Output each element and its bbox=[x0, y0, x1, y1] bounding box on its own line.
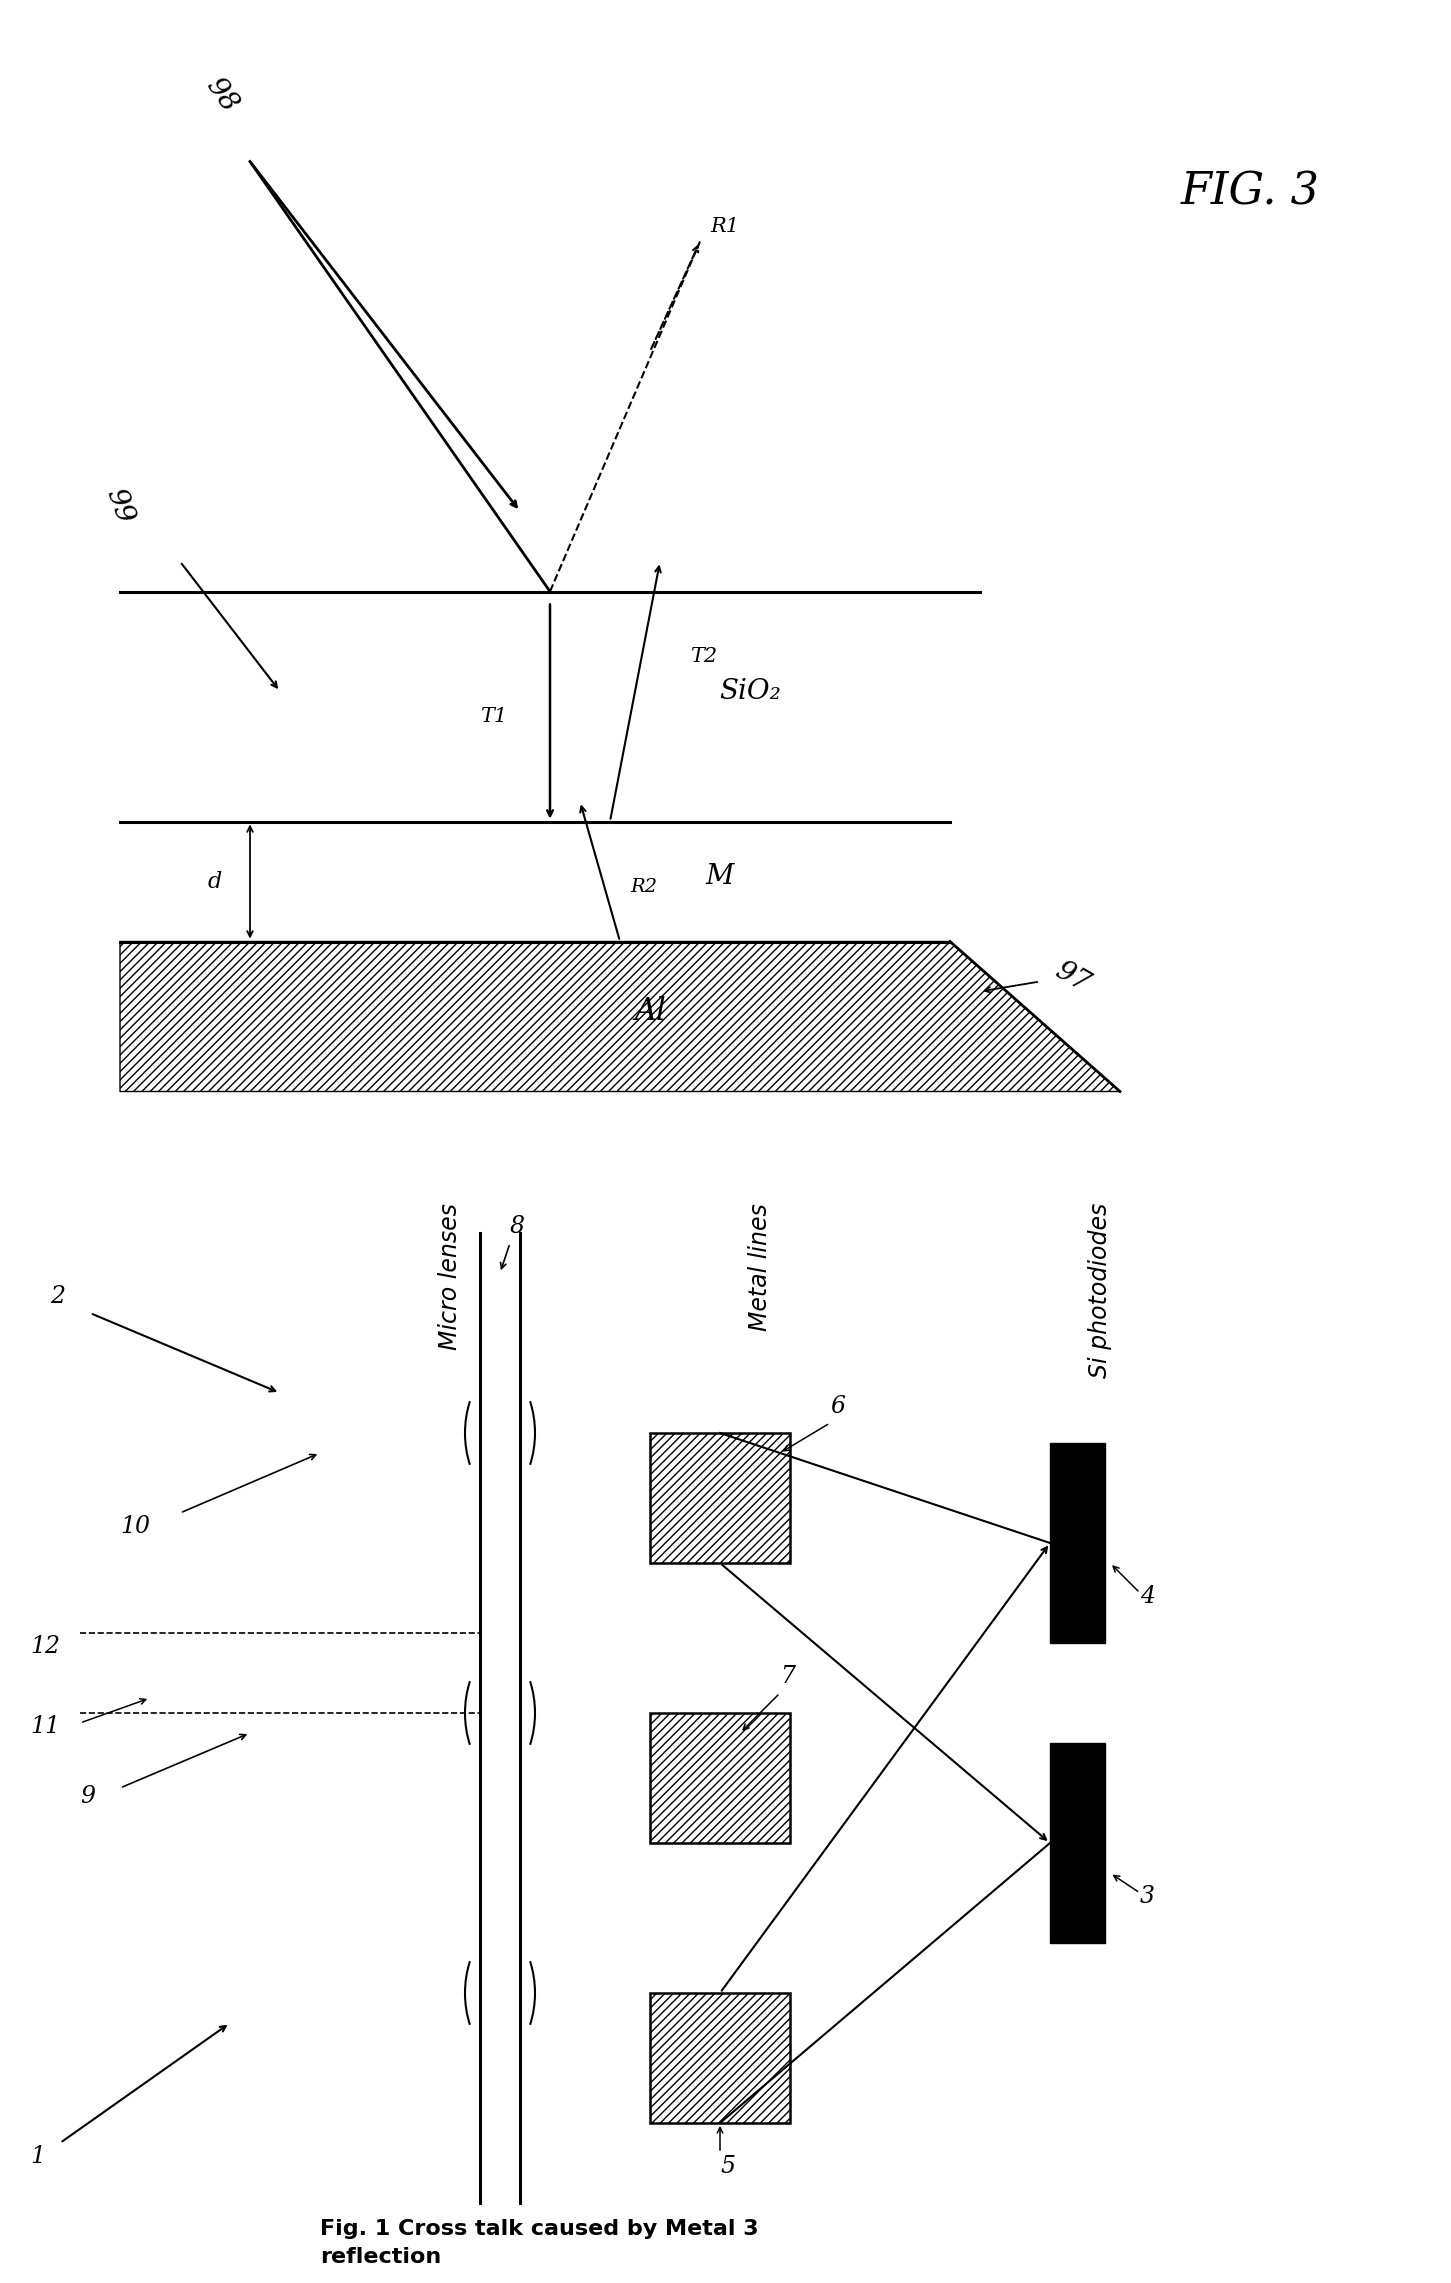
Text: 7: 7 bbox=[781, 1664, 795, 1687]
Text: d: d bbox=[207, 870, 222, 893]
Text: R1: R1 bbox=[710, 217, 739, 235]
Text: 11: 11 bbox=[30, 1715, 59, 1737]
Text: Metal lines: Metal lines bbox=[749, 1203, 772, 1331]
Text: 3: 3 bbox=[1140, 1886, 1155, 1909]
Text: M: M bbox=[705, 863, 734, 890]
Text: 9: 9 bbox=[80, 1785, 94, 1808]
Polygon shape bbox=[120, 941, 1120, 1091]
Text: 97: 97 bbox=[1051, 957, 1094, 998]
Bar bbox=[650, 1434, 789, 1564]
Text: T2: T2 bbox=[691, 646, 717, 667]
Bar bbox=[650, 1993, 789, 2123]
Text: Al: Al bbox=[634, 995, 666, 1027]
Text: 98: 98 bbox=[200, 73, 242, 116]
Text: 1: 1 bbox=[30, 2146, 45, 2169]
Text: 8: 8 bbox=[509, 1215, 525, 1237]
Text: Si photodiodes: Si photodiodes bbox=[1088, 1203, 1111, 1379]
Text: Fig. 1 Cross talk caused by Metal 3
reflection: Fig. 1 Cross talk caused by Metal 3 refl… bbox=[321, 2219, 759, 2267]
Text: 2: 2 bbox=[49, 1285, 65, 1308]
Bar bbox=[650, 1712, 789, 1842]
Text: R2: R2 bbox=[630, 877, 657, 895]
Text: 12: 12 bbox=[30, 1635, 59, 1657]
Text: 6: 6 bbox=[830, 1395, 844, 1418]
Text: FIG. 3: FIG. 3 bbox=[1181, 169, 1319, 212]
Text: SiO₂: SiO₂ bbox=[720, 678, 781, 705]
Text: 4: 4 bbox=[1140, 1584, 1155, 1607]
Text: Micro lenses: Micro lenses bbox=[438, 1203, 461, 1349]
Text: T1: T1 bbox=[480, 705, 508, 726]
Text: 99: 99 bbox=[100, 486, 138, 527]
Bar bbox=[1051, 1742, 1106, 1943]
Text: 5: 5 bbox=[720, 2155, 736, 2178]
Bar bbox=[1051, 1443, 1106, 1644]
Text: 10: 10 bbox=[120, 1516, 149, 1539]
